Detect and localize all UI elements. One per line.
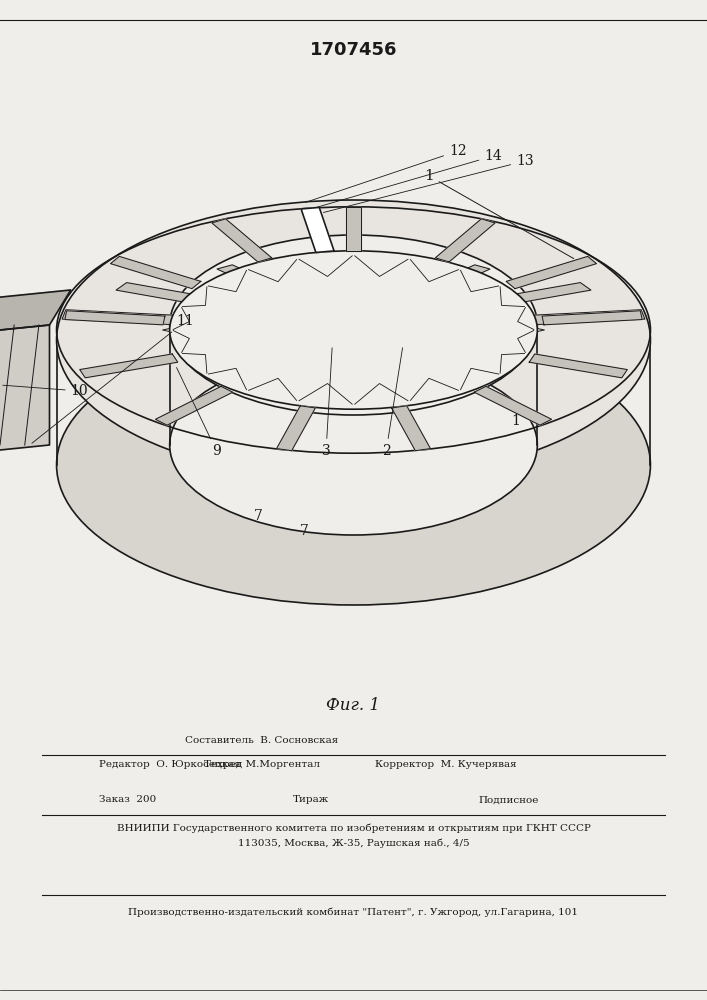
Polygon shape — [217, 265, 281, 292]
Polygon shape — [156, 386, 233, 425]
Polygon shape — [110, 256, 201, 289]
Text: 14: 14 — [317, 149, 502, 207]
Text: ВНИИПИ Государственного комитета по изобретениям и открытиям при ГКНТ СССР: ВНИИПИ Государственного комитета по изоб… — [117, 823, 590, 833]
Text: Производственно-издательский комбинат "Патент", г. Ужгород, ул.Гагарина, 101: Производственно-издательский комбинат "П… — [129, 907, 578, 917]
Polygon shape — [301, 207, 334, 252]
Text: 1707456: 1707456 — [310, 41, 397, 59]
Ellipse shape — [57, 325, 650, 605]
Polygon shape — [65, 311, 165, 325]
Polygon shape — [0, 290, 71, 335]
Ellipse shape — [170, 355, 537, 535]
Polygon shape — [276, 406, 315, 451]
Text: 10: 10 — [3, 384, 88, 398]
Polygon shape — [426, 265, 490, 292]
Text: 113035, Москва, Ж-35, Раушская наб., 4/5: 113035, Москва, Ж-35, Раушская наб., 4/5 — [238, 838, 469, 848]
Text: Корректор  М. Кучерявая: Корректор М. Кучерявая — [375, 760, 516, 769]
Text: 2: 2 — [382, 348, 402, 458]
Text: 11: 11 — [32, 314, 194, 443]
Text: 1: 1 — [424, 169, 574, 259]
Text: 13: 13 — [324, 154, 534, 212]
Polygon shape — [474, 386, 551, 425]
Polygon shape — [345, 260, 362, 285]
Text: Заказ  200: Заказ 200 — [99, 796, 156, 804]
Ellipse shape — [57, 200, 650, 480]
Polygon shape — [530, 354, 627, 378]
Polygon shape — [346, 207, 361, 251]
Text: Составитель  В. Сосновская: Составитель В. Сосновская — [185, 736, 338, 745]
Text: 7: 7 — [254, 509, 262, 523]
Text: Редактор  О. Юркосецкая: Редактор О. Юркосецкая — [99, 760, 241, 769]
Polygon shape — [542, 311, 642, 325]
Polygon shape — [80, 354, 177, 378]
Text: Фиг. 1: Фиг. 1 — [327, 696, 380, 714]
Polygon shape — [392, 406, 431, 451]
Text: 7: 7 — [300, 524, 308, 538]
Polygon shape — [506, 256, 597, 289]
Polygon shape — [212, 219, 271, 262]
Text: 3: 3 — [322, 348, 332, 458]
Ellipse shape — [170, 235, 537, 415]
Polygon shape — [116, 283, 215, 306]
Polygon shape — [0, 325, 49, 455]
Polygon shape — [436, 219, 495, 262]
Polygon shape — [62, 310, 176, 325]
Polygon shape — [492, 283, 591, 306]
Text: Техред М.Моргентал: Техред М.Моргентал — [204, 760, 320, 769]
Ellipse shape — [170, 251, 537, 409]
Polygon shape — [531, 310, 645, 325]
Text: 9: 9 — [177, 368, 221, 458]
Text: Тираж: Тираж — [293, 796, 329, 804]
Text: 1: 1 — [512, 414, 520, 428]
Text: 12: 12 — [305, 144, 467, 202]
Text: Подписное: Подписное — [479, 796, 539, 804]
